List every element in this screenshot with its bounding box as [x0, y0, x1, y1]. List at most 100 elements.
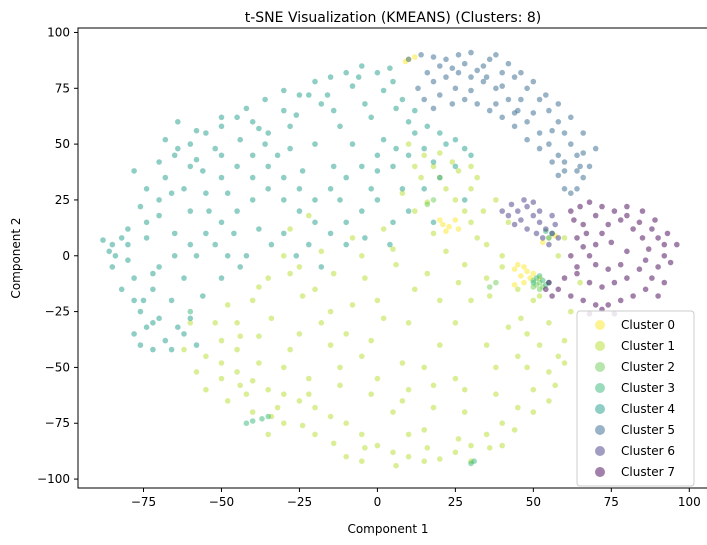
data-point — [611, 279, 618, 286]
data-point — [374, 375, 381, 382]
data-point — [168, 190, 175, 196]
y-tick-label: 50 — [55, 137, 70, 151]
data-point — [243, 420, 250, 427]
data-point — [324, 92, 331, 98]
data-point — [546, 141, 552, 147]
data-point — [399, 190, 406, 196]
data-point — [193, 156, 200, 163]
data-point — [652, 217, 658, 223]
legend-label: Cluster 6 — [621, 444, 675, 458]
data-point — [552, 221, 558, 228]
data-point — [193, 342, 200, 348]
data-point — [390, 219, 396, 226]
data-point — [318, 248, 325, 255]
y-tick-label: 100 — [47, 25, 70, 39]
data-point — [511, 74, 518, 80]
data-point — [405, 56, 412, 63]
data-point — [452, 197, 459, 203]
data-point — [200, 168, 206, 174]
data-point — [561, 159, 568, 165]
data-point — [265, 186, 272, 192]
data-point — [281, 107, 287, 114]
data-point — [418, 174, 424, 181]
data-point — [424, 123, 431, 130]
data-point — [430, 197, 437, 203]
data-point — [452, 85, 459, 92]
data-point — [461, 386, 468, 393]
data-point — [287, 226, 293, 232]
data-point — [424, 270, 431, 277]
data-point — [249, 119, 256, 125]
legend-label: Cluster 7 — [621, 465, 675, 479]
data-point — [536, 145, 543, 152]
data-point — [359, 208, 365, 214]
data-point — [536, 342, 543, 348]
data-point — [362, 235, 368, 241]
legend-label: Cluster 1 — [621, 339, 675, 353]
data-point — [437, 92, 443, 98]
data-point — [187, 141, 194, 147]
data-point — [664, 230, 671, 237]
data-point — [109, 264, 116, 270]
data-point — [483, 241, 490, 248]
data-point — [218, 152, 225, 159]
data-point — [421, 458, 428, 465]
data-point — [156, 264, 162, 270]
data-point — [399, 96, 406, 103]
data-point — [539, 277, 546, 284]
legend: Cluster 0 Cluster 1 Cluster 2 Cluster 3 Clus… — [576, 310, 695, 487]
data-point — [580, 297, 586, 304]
x-tick-label: 0 — [374, 495, 382, 509]
data-point — [249, 418, 256, 424]
data-point — [580, 174, 586, 181]
data-point — [443, 74, 449, 80]
data-point — [583, 230, 590, 237]
data-point — [243, 105, 250, 112]
x-tick-label: 100 — [678, 495, 701, 509]
data-point — [112, 253, 119, 259]
data-point — [555, 286, 562, 293]
data-point — [312, 286, 318, 293]
data-point — [234, 163, 240, 170]
data-point — [452, 375, 459, 382]
data-point — [608, 239, 615, 246]
data-point — [421, 364, 428, 371]
data-point — [483, 74, 490, 80]
data-point — [125, 257, 131, 264]
data-point — [281, 197, 287, 203]
data-point — [131, 297, 137, 304]
data-point — [359, 353, 365, 360]
data-point — [265, 163, 272, 170]
data-point — [312, 404, 318, 411]
data-point — [592, 302, 599, 308]
data-point — [412, 107, 418, 114]
data-point — [265, 130, 272, 136]
data-point — [349, 141, 356, 147]
data-point — [430, 219, 437, 226]
data-point — [181, 346, 187, 353]
data-point — [483, 275, 490, 281]
data-point — [150, 346, 156, 353]
data-point — [499, 83, 506, 89]
data-point — [281, 230, 287, 237]
data-point — [536, 96, 543, 103]
data-point — [181, 275, 187, 281]
data-point — [524, 85, 530, 92]
x-tick-label: −50 — [209, 495, 234, 509]
data-point — [355, 74, 362, 80]
data-point — [380, 226, 387, 232]
data-point — [483, 431, 490, 438]
data-point — [140, 297, 147, 304]
data-point — [337, 382, 343, 389]
data-point — [568, 253, 574, 259]
data-point — [511, 123, 518, 130]
data-point — [452, 217, 459, 223]
data-point — [552, 382, 558, 389]
data-point — [181, 186, 187, 192]
data-point — [511, 427, 518, 433]
data-point — [368, 186, 375, 192]
data-point — [312, 141, 318, 147]
data-point — [474, 67, 481, 74]
data-point — [483, 342, 490, 348]
